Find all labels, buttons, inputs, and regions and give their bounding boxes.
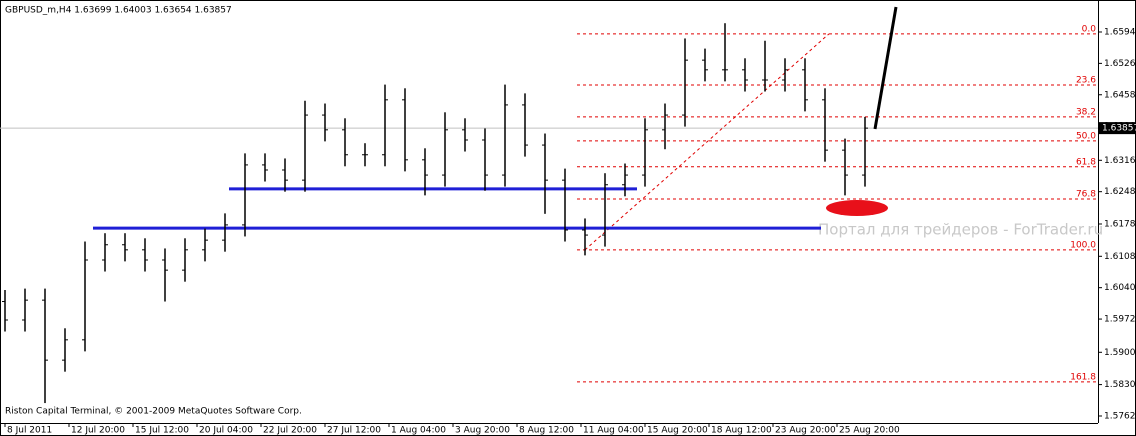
copyright: Riston Capital Terminal, © 2001-2009 Met… xyxy=(5,407,302,417)
fibo-label: 23.6 xyxy=(1076,76,1096,86)
y-tick-label: 1.58300 xyxy=(1104,380,1136,390)
y-tick-label: 1.60400 xyxy=(1104,283,1136,293)
x-tick-label: 11 Aug 04:00 xyxy=(583,426,644,436)
marks: 1.659401.652601.645801.639001.631601.624… xyxy=(0,23,1136,436)
y-tick-label: 1.57620 xyxy=(1104,411,1136,421)
current-price-box xyxy=(1099,122,1136,135)
fibo-label: 50.0 xyxy=(1076,131,1096,141)
y-tick-label: 1.61780 xyxy=(1104,219,1136,229)
fibo-label: 76.8 xyxy=(1076,190,1096,200)
fibo-label: 161.8 xyxy=(1070,372,1096,382)
y-tick-label: 1.61080 xyxy=(1104,252,1136,262)
watermark: Портал для трейдеров - ForTrader.ru xyxy=(818,221,1103,239)
x-tick-label: 25 Aug 20:00 xyxy=(839,426,900,436)
x-tick-label: 15 Aug 20:00 xyxy=(647,426,708,436)
x-tick-label: 27 Jul 12:00 xyxy=(327,426,381,436)
y-tick-label: 1.59720 xyxy=(1104,315,1136,325)
x-tick-label: 8 Jul 2011 xyxy=(7,426,52,436)
y-tick-label: 1.65260 xyxy=(1104,59,1136,69)
x-tick-label: 22 Jul 20:00 xyxy=(263,426,317,436)
y-tick-label: 1.62480 xyxy=(1104,187,1136,197)
x-tick-label: 3 Aug 20:00 xyxy=(455,426,510,436)
current-price-label: 1.63857 xyxy=(1102,124,1136,134)
fibo-label: 100.0 xyxy=(1070,240,1096,250)
x-tick-label: 18 Aug 12:00 xyxy=(711,426,772,436)
symbol-header: GBPUSD_m,H4 1.63699 1.64003 1.63654 1.63… xyxy=(5,6,232,16)
fibo-label: 61.8 xyxy=(1076,157,1096,167)
fibo-trend xyxy=(584,33,830,251)
x-tick-label: 20 Jul 04:00 xyxy=(199,426,253,436)
highlight-ellipse xyxy=(826,200,888,216)
x-tick-label: 15 Jul 12:00 xyxy=(135,426,189,436)
y-tick-label: 1.63160 xyxy=(1104,156,1136,166)
y-tick-label: 1.65940 xyxy=(1104,27,1136,37)
y-tick-label: 1.59000 xyxy=(1104,348,1136,358)
y-tick-label: 1.64580 xyxy=(1104,90,1136,100)
x-tick-label: 1 Aug 04:00 xyxy=(391,426,446,436)
x-tick-label: 8 Aug 12:00 xyxy=(519,426,574,436)
fibo-label: 0.0 xyxy=(1082,24,1097,34)
fibo-label: 38.2 xyxy=(1076,107,1096,117)
x-tick-label: 23 Aug 20:00 xyxy=(775,426,836,436)
forecast-arrow xyxy=(873,6,898,130)
x-tick-label: 12 Jul 20:00 xyxy=(71,426,125,436)
